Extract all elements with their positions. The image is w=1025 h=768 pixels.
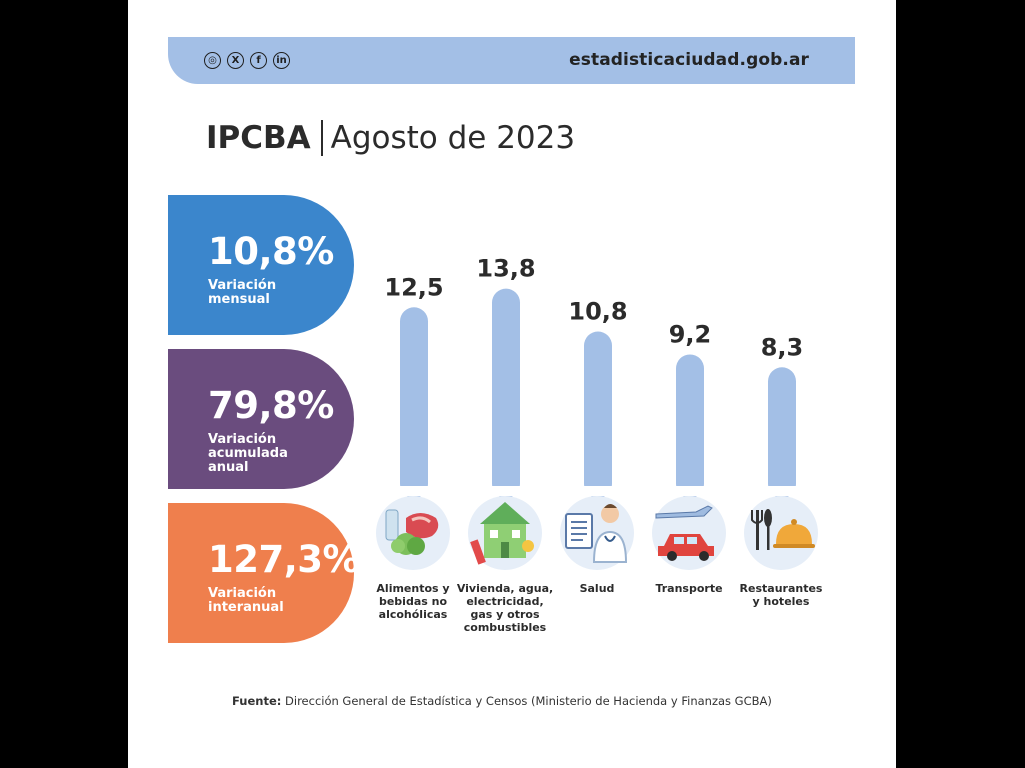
category-label-restaurants: Restaurantes y hoteles bbox=[739, 582, 823, 608]
source-note: Fuente: Dirección General de Estadística… bbox=[232, 694, 772, 708]
source-text: Dirección General de Estadística y Censo… bbox=[285, 694, 772, 708]
site-url-link[interactable]: estadisticaciudad.gob.ar bbox=[569, 50, 809, 70]
bar-value-label-0: 12,5 bbox=[384, 273, 443, 301]
bar-value-label-2: 10,8 bbox=[568, 298, 627, 326]
stat-value-yearly: 127,3% bbox=[208, 538, 360, 581]
bar-4 bbox=[768, 367, 796, 498]
stat-label-accumulated: Variación acumulada anual bbox=[208, 432, 288, 475]
bar-2 bbox=[584, 331, 612, 498]
food-icon bbox=[376, 496, 450, 570]
stat-card-monthly: 10,8% Variación mensual bbox=[168, 195, 354, 335]
stat-card-yearly: 127,3% Variación interanual bbox=[168, 503, 360, 643]
instagram-icon[interactable]: ◎ bbox=[204, 52, 221, 69]
infographic: ◎ X f in estadisticaciudad.gob.ar IPCBA … bbox=[128, 0, 896, 768]
stat-value-monthly: 10,8% bbox=[208, 230, 334, 273]
title-separator bbox=[320, 120, 323, 156]
source-label: Fuente: bbox=[232, 694, 282, 708]
bar-value-label-4: 8,3 bbox=[761, 333, 804, 361]
header-bar: ◎ X f in estadisticaciudad.gob.ar bbox=[168, 37, 855, 84]
stat-label-monthly: Variación mensual bbox=[208, 278, 277, 307]
social-links: ◎ X f in bbox=[204, 52, 290, 69]
bar-value-label-3: 9,2 bbox=[669, 320, 712, 348]
category-label-transport: Transporte bbox=[655, 582, 723, 595]
stat-card-accumulated: 79,8% Variación acumulada anual bbox=[168, 349, 354, 489]
car-plane-icon bbox=[652, 496, 726, 570]
title-rest: Agosto de 2023 bbox=[330, 120, 576, 156]
title-strong: IPCBA bbox=[206, 120, 311, 156]
stat-label-yearly: Variación interanual bbox=[208, 586, 284, 615]
x-icon[interactable]: X bbox=[227, 52, 244, 69]
bar-3 bbox=[676, 354, 704, 498]
linkedin-icon[interactable]: in bbox=[273, 52, 290, 69]
bar-chart: 12,5 13,8 10,8 9,2 8,3 bbox=[368, 255, 848, 498]
bar-1 bbox=[492, 288, 520, 498]
doctor-icon bbox=[560, 496, 634, 570]
bar-value-label-1: 13,8 bbox=[476, 255, 535, 283]
house-icon bbox=[468, 496, 542, 570]
bar-baseline-mask bbox=[368, 486, 848, 496]
facebook-icon[interactable]: f bbox=[250, 52, 267, 69]
restaurant-cloche-icon bbox=[744, 496, 818, 570]
category-label-food: Alimentos y bebidas no alcohólicas bbox=[376, 582, 450, 621]
bar-0 bbox=[400, 307, 428, 498]
stat-value-accumulated: 79,8% bbox=[208, 384, 334, 427]
page-title: IPCBA Agosto de 2023 bbox=[206, 120, 575, 156]
category-label-health: Salud bbox=[579, 582, 615, 595]
category-label-housing: Vivienda, agua, electricidad, gas y otro… bbox=[456, 582, 554, 634]
